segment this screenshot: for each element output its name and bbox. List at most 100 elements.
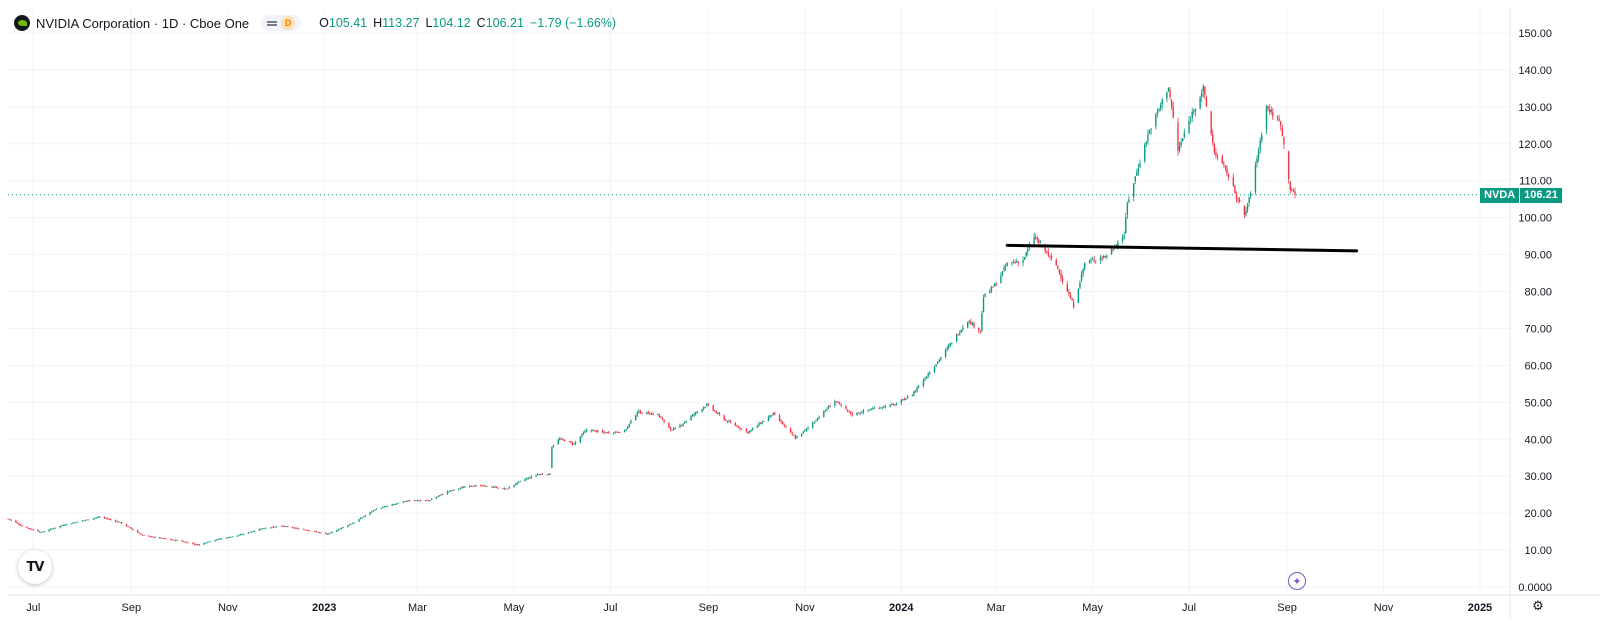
candle-body	[1057, 265, 1059, 269]
price-badge-symbol: NVDA	[1480, 187, 1520, 203]
tradingview-logo-icon[interactable]: TV	[18, 550, 52, 584]
candle-body	[946, 347, 948, 350]
candle-body	[1049, 255, 1051, 257]
candle-body	[306, 530, 308, 531]
candle-body	[215, 539, 218, 541]
candle-body	[1068, 291, 1070, 295]
candle-body	[1000, 275, 1002, 284]
candle-body	[51, 528, 53, 530]
settings-icon[interactable]: ⚙	[1532, 598, 1544, 613]
candle-body	[693, 414, 695, 415]
candle-body	[287, 526, 289, 528]
candle-body	[606, 432, 608, 433]
candle-body	[538, 474, 540, 476]
candle-body	[1224, 165, 1227, 168]
candle-body	[625, 429, 627, 431]
symbol-status-pill[interactable]: D	[261, 15, 302, 31]
candle-body	[481, 485, 484, 487]
candle-body	[1272, 111, 1274, 117]
candle-body	[141, 534, 144, 536]
candle-body	[1205, 97, 1208, 107]
sparkle-icon[interactable]: ✦	[1288, 572, 1306, 590]
candle-body	[911, 394, 914, 397]
candle-body	[1259, 140, 1261, 151]
candle-body	[274, 526, 276, 528]
candle-body	[962, 327, 964, 330]
candle-body	[679, 425, 681, 428]
candle-body	[641, 413, 643, 415]
candle-body	[419, 500, 422, 502]
candle-body	[42, 531, 44, 533]
candle-body	[597, 430, 599, 432]
candle-body	[475, 485, 477, 487]
candle-body	[325, 533, 327, 534]
candle-body	[227, 537, 229, 538]
candle-body	[1155, 114, 1157, 127]
candle-body	[461, 487, 463, 489]
candle-body	[309, 530, 311, 532]
candle-body	[873, 407, 876, 409]
trendline[interactable]	[1005, 243, 1359, 253]
candle-body	[1150, 129, 1152, 131]
candle-body	[138, 532, 140, 534]
candle-body	[747, 431, 749, 434]
candle-body	[269, 527, 272, 529]
candle-body	[529, 477, 531, 479]
plot-area	[8, 8, 1510, 595]
candle-body	[590, 430, 593, 432]
candle-body	[318, 532, 321, 534]
candle-body	[1243, 205, 1246, 216]
candle-body	[136, 530, 139, 533]
candle-body	[473, 486, 476, 487]
candle-body	[1047, 252, 1050, 256]
x-tick-label: Nov	[795, 602, 815, 614]
candle-body	[1235, 193, 1238, 199]
candle-body	[835, 401, 838, 403]
delayed-badge: D	[281, 16, 296, 30]
candle-body	[1180, 141, 1182, 146]
candle-body	[151, 536, 153, 538]
candle-body	[995, 284, 997, 286]
candle-body	[468, 486, 471, 487]
candle-body	[1166, 92, 1168, 99]
candle-body	[628, 423, 631, 427]
candle-body	[198, 544, 201, 546]
candle-body	[86, 519, 88, 521]
candle-body	[680, 425, 683, 427]
candle-body	[823, 411, 825, 418]
candle-body	[1183, 132, 1186, 137]
candle-body	[140, 533, 142, 535]
candle-body	[1136, 171, 1138, 176]
candle-body	[1215, 152, 1217, 156]
candle-body	[1167, 87, 1170, 91]
candle-body	[53, 528, 55, 530]
candle-body	[1079, 282, 1081, 289]
candle-body	[260, 529, 262, 530]
candle-body	[61, 525, 63, 527]
x-tick-label: May	[504, 602, 525, 614]
candle-body	[859, 412, 861, 414]
candle-body	[351, 523, 354, 524]
candle-body	[922, 380, 925, 386]
y-tick-label: 100.00	[1518, 213, 1552, 225]
candle-body	[331, 531, 333, 533]
candle-body	[646, 412, 648, 414]
candle-body	[712, 405, 714, 411]
candle-body	[193, 543, 196, 545]
candle-body	[103, 517, 106, 519]
candle-body	[933, 366, 936, 373]
candle-body	[276, 526, 278, 528]
candle-body	[856, 412, 858, 416]
candle-body	[557, 440, 559, 445]
candle-body	[415, 500, 417, 502]
candle-body	[1281, 128, 1284, 137]
candle-body	[1172, 107, 1174, 118]
symbol-legend: NVIDIA Corporation · 1D · Cboe One D O10…	[14, 12, 616, 34]
x-tick-label: May	[1082, 602, 1103, 614]
candle-body	[851, 414, 853, 416]
candle-body	[1283, 137, 1285, 145]
candle-body	[206, 542, 208, 544]
candle-body	[1257, 150, 1260, 158]
symbol-title[interactable]: NVIDIA Corporation · 1D · Cboe One	[36, 15, 250, 31]
